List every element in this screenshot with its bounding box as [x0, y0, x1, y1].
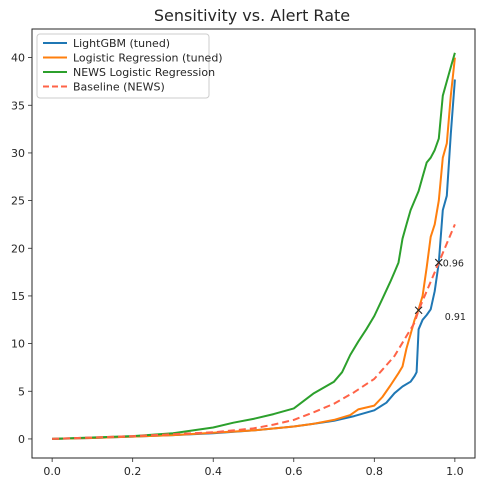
y-tick-label: 20 [11, 242, 25, 255]
x-tick-label: 0.4 [204, 465, 222, 478]
legend-label: LightGBM (tuned) [73, 37, 170, 50]
legend-label: NEWS Logistic Regression [73, 66, 215, 79]
x-tick-label: 0.8 [366, 465, 384, 478]
y-tick-label: 25 [11, 195, 25, 208]
y-tick-label: 0 [18, 433, 25, 446]
threshold-label: 0.96 [443, 259, 464, 270]
legend-box [36, 33, 210, 99]
y-tick-label: 5 [18, 385, 25, 398]
x-tick-label: 0.0 [43, 465, 61, 478]
series-line-4 [52, 224, 456, 440]
y-tick-label: 10 [11, 338, 25, 351]
series-line-3 [52, 52, 456, 440]
threshold-marker [434, 258, 443, 267]
series-line-1 [52, 79, 456, 440]
lines-layer [52, 52, 456, 440]
threshold-marker [414, 306, 423, 315]
chart-legend: LightGBM (tuned) Logistic Regression (tun… [36, 33, 223, 99]
legend-label: Baseline (NEWS) [73, 81, 165, 94]
plot-frame [31, 28, 476, 459]
y-tick-label: 30 [11, 147, 25, 160]
y-tick-label: 15 [11, 290, 25, 303]
y-tick-label: 40 [11, 52, 25, 65]
threshold-label: 0.91 [445, 312, 466, 323]
annotation-layer: 0.96 0.91 [414, 258, 466, 323]
y-tick-label: 35 [11, 99, 25, 112]
x-tick-label: 1.0 [446, 465, 464, 478]
chart-title: Sensitivity vs. Alert Rate [154, 6, 350, 25]
x-tick-label: 0.6 [285, 465, 303, 478]
axis-layer: 0.0 0.2 0.4 0.6 0.8 1.0 0 5 10 15 20 25 30 35 40 [11, 52, 464, 478]
series-line-2 [52, 57, 456, 440]
x-tick-label: 0.2 [124, 465, 142, 478]
legend-label: Logistic Regression (tuned) [73, 52, 223, 65]
